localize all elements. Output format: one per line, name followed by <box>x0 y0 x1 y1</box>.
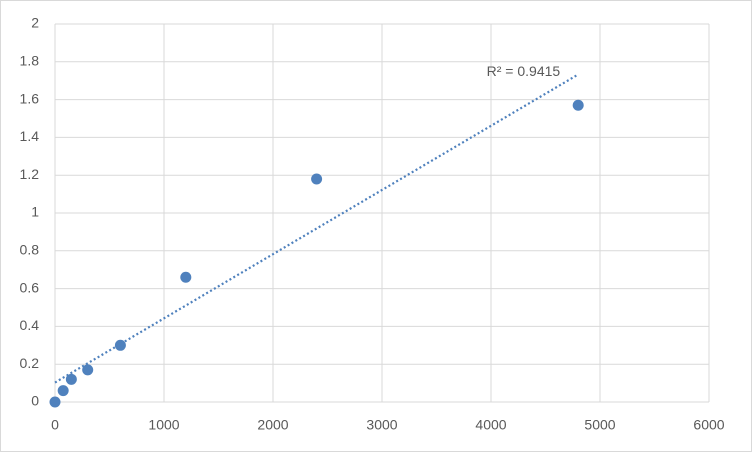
data-point <box>49 396 61 408</box>
data-point <box>311 173 323 185</box>
y-tick-label: 0 <box>31 393 39 409</box>
x-tick-label: 6000 <box>693 417 724 433</box>
y-tick-label: 1.2 <box>20 166 40 182</box>
data-point <box>57 385 69 397</box>
data-point <box>572 99 584 111</box>
x-tick-label: 0 <box>51 417 59 433</box>
y-tick-label: 1 <box>31 204 39 220</box>
y-tick-label: 0.6 <box>20 279 40 295</box>
x-tick-label: 5000 <box>584 417 615 433</box>
x-tick-label: 1000 <box>148 417 179 433</box>
data-point <box>82 364 94 376</box>
y-tick-label: 1.4 <box>20 128 40 144</box>
y-tick-label: 2 <box>31 15 39 31</box>
data-point <box>114 339 126 351</box>
data-point <box>65 373 77 385</box>
y-tick-label: 1.8 <box>20 53 40 69</box>
trendline <box>54 73 579 384</box>
x-tick-label: 2000 <box>257 417 288 433</box>
y-tick-label: 0.2 <box>20 355 40 371</box>
x-tick-label: 3000 <box>366 417 397 433</box>
y-tick-label: 0.8 <box>20 242 40 258</box>
data-point <box>180 271 192 283</box>
y-tick-label: 1.6 <box>20 90 40 106</box>
y-tick-label: 0.4 <box>20 317 40 333</box>
trendline-label: R² = 0.9415 <box>487 63 561 79</box>
x-tick-label: 4000 <box>475 417 506 433</box>
